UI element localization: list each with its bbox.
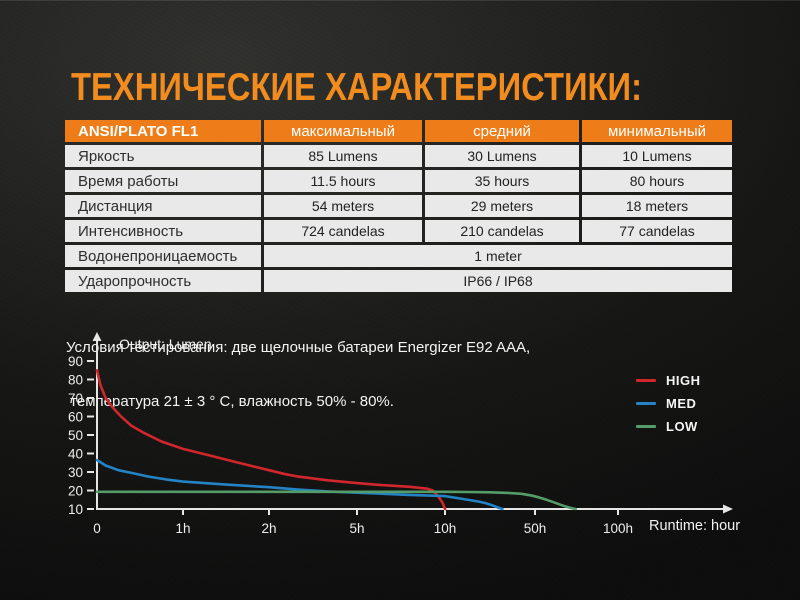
runtime-chart: 90 80 70 60 50 40 30 20 10 0 1h 2h 5h 10h 50h 100h [68,332,733,536]
cell-value: 10 Lumens [582,145,732,167]
y-tick-label: 70 [68,391,83,406]
low-series-swatch-icon [636,424,656,428]
cell-value: 18 meters [582,195,732,217]
chart-legend: HIGH MED LOW [636,372,701,434]
x-tick-label: 5h [349,521,364,536]
x-axis-arrow-icon [723,504,733,514]
table-header-row: ANSI/PLATO FL1 максимальный средний мини… [65,120,732,142]
high-series-swatch-icon [636,378,656,382]
table-row-brightness: Яркость 85 Lumens 30 Lumens 10 Lumens [65,145,732,167]
legend-label: MED [666,395,697,411]
test-conditions-line1: Условия тестирования: две щелочные батар… [66,339,531,356]
table-row-distance: Дистанция 54 meters 29 meters 18 meters [65,195,732,217]
cell-value: 210 candelas [425,220,579,242]
legend-item-low: LOW [636,418,701,434]
legend-label: LOW [666,418,698,434]
series-line-high [95,369,447,511]
cell-value: 80 hours [582,170,732,192]
header-cell-min: минимальный [582,120,732,142]
y-axis-arrow-icon [92,332,102,341]
row-label: Время работы [65,170,261,192]
cell-value: 54 meters [264,195,422,217]
y-tick-label: 10 [68,502,83,517]
row-label: Яркость [65,145,261,167]
y-tick-label: 50 [68,428,83,443]
cell-value: 35 hours [425,170,579,192]
cell-value: 30 Lumens [425,145,579,167]
header-cell-mid: средний [425,120,579,142]
x-tick-label: 10h [434,521,457,536]
spec-table: ANSI/PLATO FL1 максимальный средний мини… [62,117,735,295]
row-label: Водонепроницаемость [65,245,261,267]
cell-value: 11.5 hours [264,170,422,192]
legend-item-med: MED [636,395,701,411]
y-tick-label: 60 [68,410,83,425]
row-label: Дистанция [65,195,261,217]
x-tick-label: 0 [93,521,101,536]
header-cell-max: максимальный [264,120,422,142]
x-tick-label: 2h [261,521,276,536]
y-tick-label: 40 [68,447,83,462]
cell-value: 724 candelas [264,220,422,242]
cell-value: 77 candelas [582,220,732,242]
cell-value-merged: 1 meter [264,245,732,267]
page-title: ТЕХНИЧЕСКИЕ ХАРАКТЕРИСТИКИ: [71,66,643,109]
row-label: Интенсивность [65,220,261,242]
y-tick-label: 90 [68,354,83,369]
med-series-swatch-icon [636,401,656,405]
table-row-impact: Ударопрочность IP66 / IP68 [65,270,732,292]
table-row-intensity: Интенсивность 724 candelas 210 candelas … [65,220,732,242]
chart-x-axis-title: Runtime: hour [649,518,741,534]
header-cell-standard: ANSI/PLATO FL1 [65,120,261,142]
x-tick-label: 100h [603,521,633,536]
y-tick-label: 30 [68,465,83,480]
legend-label: HIGH [666,372,701,388]
y-tick-label: 20 [68,484,83,499]
legend-item-high: HIGH [636,372,701,388]
chart-y-axis-title: Output: Lumen [119,336,212,352]
row-label: Ударопрочность [65,270,261,292]
cell-value-merged: IP66 / IP68 [264,270,732,292]
y-tick-label: 80 [68,373,83,388]
cell-value: 29 meters [425,195,579,217]
table-row-waterproof: Водонепроницаемость 1 meter [65,245,732,267]
series-line-low [95,490,577,511]
cell-value: 85 Lumens [264,145,422,167]
table-row-runtime: Время работы 11.5 hours 35 hours 80 hour… [65,170,732,192]
x-tick-label: 50h [524,521,547,536]
x-tick-label: 1h [175,521,190,536]
